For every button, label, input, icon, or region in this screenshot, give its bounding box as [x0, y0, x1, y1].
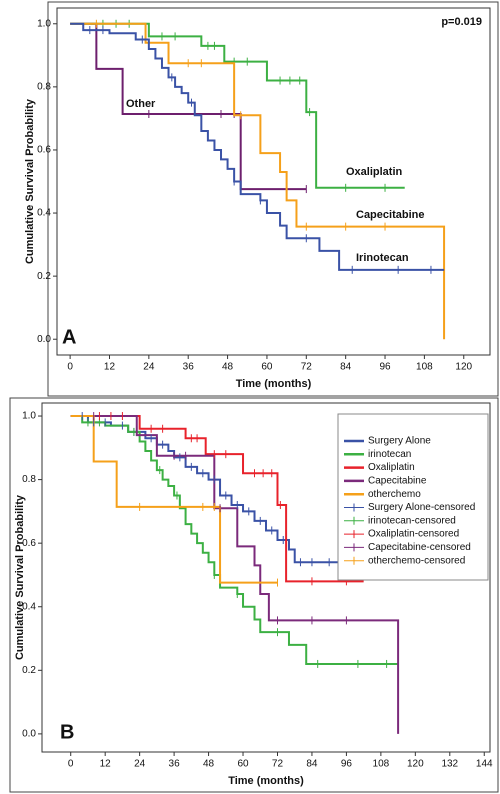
legend-label: Surgery Alone-censored [368, 502, 475, 513]
y-tick-label: 0.8 [37, 82, 51, 93]
x-tick-label: 72 [301, 362, 313, 373]
plot-frame [41, 402, 491, 753]
x-axis-title: Time (months) [236, 378, 312, 390]
y-axis-title: Cumulative Survival Probability [24, 98, 36, 264]
legend-label: irinotecan [368, 449, 411, 460]
x-tick-label: 24 [134, 759, 146, 770]
y-tick-label: 0.4 [22, 601, 36, 612]
survival-curve [70, 22, 405, 189]
x-tick-label: 96 [379, 362, 391, 373]
x-tick-label: 12 [104, 362, 116, 373]
legend-label: Oxaliplatin [368, 462, 415, 473]
x-tick-label: 24 [143, 362, 155, 373]
y-tick-label: 1.0 [22, 411, 36, 422]
x-tick-label: 60 [237, 759, 249, 770]
y-tick-label: 0.0 [22, 729, 36, 740]
y-tick-label: 0.0 [37, 334, 51, 345]
survival-curve [70, 415, 364, 583]
survival-curve [70, 415, 278, 584]
legend-label: Oxaliplatin-censored [368, 529, 459, 540]
curve-label: Irinotecan [356, 252, 409, 264]
panel-label: B [60, 721, 74, 743]
y-tick-label: 0.6 [37, 145, 51, 156]
x-tick-label: 36 [169, 759, 181, 770]
x-tick-label: 0 [67, 362, 73, 373]
survival-curve [70, 415, 399, 665]
x-tick-label: 108 [416, 362, 433, 373]
legend-label: Capecitabine-censored [368, 542, 471, 553]
x-tick-label: 144 [476, 759, 493, 770]
x-tick-label: 132 [441, 759, 458, 770]
y-axis-title: Cumulative Survival Probability [14, 494, 26, 660]
legend-label: otherchemo-censored [368, 555, 465, 566]
y-tick-label: 0.2 [37, 271, 51, 282]
y-tick-label: 0.8 [22, 474, 36, 485]
legend-label: irinotecan-censored [368, 515, 456, 526]
panel-border [9, 397, 499, 793]
x-tick-label: 36 [183, 362, 195, 373]
x-tick-label: 48 [203, 759, 215, 770]
curve-label: Capecitabine [356, 209, 424, 221]
y-tick-label: 1.0 [37, 18, 51, 29]
panel-border [47, 1, 499, 397]
survival-curve [70, 22, 445, 271]
x-tick-label: 108 [373, 759, 390, 770]
y-tick-label: 0.4 [37, 208, 51, 219]
survival-curve [70, 22, 307, 191]
plot-frame [56, 7, 491, 356]
x-tick-label: 48 [222, 362, 234, 373]
legend-label: otherchemo [368, 489, 421, 500]
curve-label: Other [126, 98, 156, 110]
x-tick-label: 120 [407, 759, 424, 770]
curve-label: Oxaliplatin [346, 166, 403, 178]
legend-label: Capecitabine [368, 476, 427, 487]
x-tick-label: 84 [340, 362, 352, 373]
x-tick-label: 72 [272, 759, 284, 770]
panel-label: A [62, 326, 76, 348]
x-tick-label: 12 [100, 759, 112, 770]
x-axis-title: Time (months) [228, 775, 304, 787]
x-tick-label: 96 [341, 759, 353, 770]
y-tick-label: 0.2 [22, 665, 36, 676]
x-tick-label: 0 [68, 759, 74, 770]
y-tick-label: 0.6 [22, 538, 36, 549]
x-tick-label: 120 [455, 362, 472, 373]
survival-curve [70, 22, 446, 340]
legend-label: Surgery Alone [368, 436, 431, 447]
p-value: p=0.019 [441, 16, 482, 28]
x-tick-label: 84 [306, 759, 318, 770]
survival-curve [70, 415, 400, 734]
x-tick-label: 60 [261, 362, 273, 373]
